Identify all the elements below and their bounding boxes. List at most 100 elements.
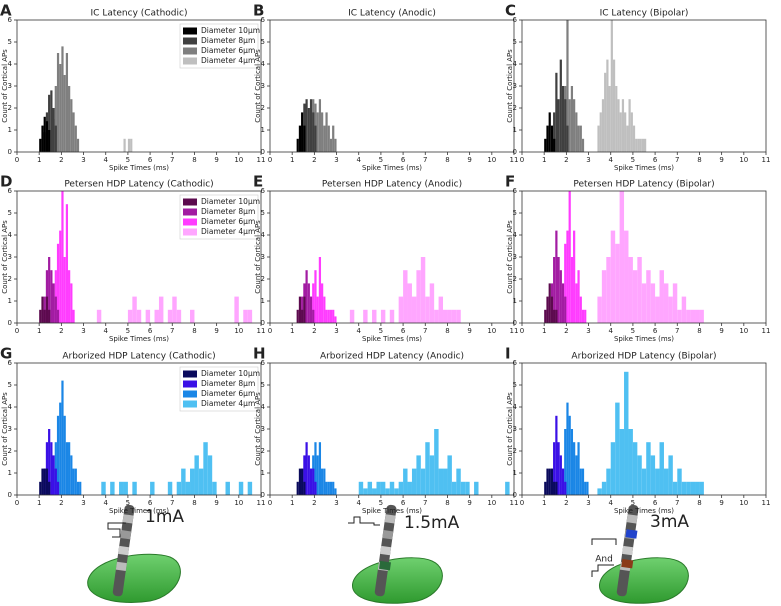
stimulus-label: 1mA — [145, 507, 184, 527]
y-tick-label: 2 — [513, 104, 517, 112]
bar — [632, 270, 638, 323]
panel-letter: B — [253, 2, 264, 20]
bar — [438, 468, 444, 495]
bar — [564, 481, 567, 495]
bar — [43, 468, 46, 495]
x-tick-label: 5 — [379, 327, 383, 335]
x-tick-label: 0 — [15, 156, 19, 164]
bar — [451, 309, 457, 323]
bar — [48, 94, 51, 152]
bar — [323, 468, 326, 495]
bar — [615, 402, 620, 495]
bar — [398, 296, 404, 323]
x-tick-label: 11 — [762, 499, 771, 507]
bar — [119, 481, 124, 495]
pulse — [348, 516, 380, 526]
y-tick-label: 6 — [8, 359, 13, 367]
x-tick-label: 3 — [586, 156, 590, 164]
bar — [672, 283, 678, 323]
y-tick-label: 3 — [513, 253, 517, 261]
bar — [695, 309, 700, 323]
x-tick-label: 10 — [487, 327, 496, 335]
x-tick-label: 1 — [37, 156, 41, 164]
bar — [548, 283, 551, 323]
bar — [332, 309, 335, 323]
x-tick-label: 3 — [334, 156, 338, 164]
brain-region — [352, 557, 443, 604]
bar — [443, 468, 448, 495]
bar — [646, 442, 651, 495]
bar — [579, 468, 582, 495]
bar — [659, 442, 664, 495]
bar — [597, 125, 600, 152]
bar — [553, 442, 556, 495]
y-tick-label: 1 — [261, 469, 265, 477]
x-tick-label: 7 — [423, 327, 427, 335]
bar — [72, 468, 75, 495]
stimulus-note: And — [595, 555, 613, 565]
x-tick-label: 10 — [739, 499, 748, 507]
bar — [318, 99, 322, 152]
bar — [681, 296, 687, 323]
bar — [606, 59, 609, 152]
bar — [50, 442, 53, 495]
bar — [690, 309, 696, 323]
y-tick-label: 2 — [513, 447, 517, 455]
panel-letter: C — [505, 2, 516, 20]
bar — [312, 283, 315, 323]
bar — [198, 468, 204, 495]
y-axis-label: Count of Cortical APs — [1, 392, 9, 466]
bar — [624, 230, 629, 323]
bar — [641, 468, 647, 495]
x-tick-label: 5 — [126, 156, 130, 164]
bar — [154, 309, 159, 323]
y-tick-label: 0 — [513, 148, 517, 156]
x-tick-label: 7 — [675, 499, 679, 507]
bar — [50, 270, 53, 323]
bar — [553, 112, 556, 152]
x-tick-label: 1 — [37, 499, 41, 507]
legend-label: Diameter 10µm — [201, 369, 260, 378]
bar — [553, 481, 556, 495]
x-tick-label: 4 — [103, 499, 108, 507]
bar — [190, 468, 195, 495]
bar — [52, 283, 55, 323]
bar — [380, 481, 386, 495]
legend-swatch — [183, 57, 197, 65]
x-tick-label: 7 — [423, 156, 427, 164]
bar — [420, 257, 426, 323]
legend-swatch — [183, 400, 197, 408]
bar — [557, 257, 560, 323]
bar — [56, 415, 60, 495]
bar — [686, 481, 691, 495]
bar — [425, 296, 430, 323]
bar — [416, 455, 421, 495]
bar — [303, 455, 306, 495]
x-tick-label: 2 — [59, 156, 63, 164]
bar — [548, 468, 551, 495]
y-axis-label: Count of Cortical APs — [506, 49, 514, 123]
bar — [438, 296, 444, 323]
legend-label: Diameter 10µm — [201, 197, 260, 206]
y-tick-label: 4 — [513, 60, 518, 68]
bar — [668, 455, 673, 495]
bar — [641, 283, 647, 323]
bar — [564, 99, 567, 152]
bar — [132, 296, 137, 323]
bar — [316, 296, 319, 323]
bar — [56, 53, 60, 152]
bar — [185, 481, 191, 495]
bar — [663, 283, 669, 323]
y-tick-label: 4 — [8, 403, 13, 411]
bar — [460, 481, 466, 495]
bar — [389, 309, 395, 323]
bar — [606, 468, 611, 495]
bar — [136, 309, 142, 323]
bar — [59, 64, 62, 152]
bar — [411, 468, 417, 495]
bar — [59, 402, 62, 495]
bar — [566, 230, 569, 323]
bar — [372, 309, 377, 323]
bar — [312, 112, 315, 152]
